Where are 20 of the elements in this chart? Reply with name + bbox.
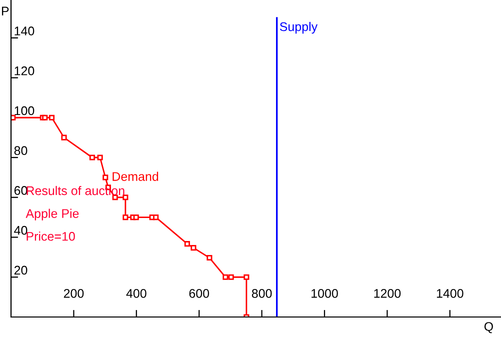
annotation: Price=10 <box>26 232 75 241</box>
x-axis-title: Q <box>484 322 493 334</box>
x-tick-label: 600 <box>189 289 210 298</box>
annotation: Apple Pie <box>26 208 79 220</box>
y-tick-label: 80 <box>14 146 28 156</box>
series-label: Supply <box>280 22 318 34</box>
y-tick-label: 100 <box>14 106 34 116</box>
y-tick-label: 120 <box>14 66 34 76</box>
y-tick-label: 60 <box>14 186 28 195</box>
y-axis-title: P <box>2 6 9 16</box>
x-tick-label: 200 <box>64 289 84 298</box>
y-tick-label: 140 <box>14 26 34 36</box>
y-tick-label: 40 <box>14 226 28 235</box>
x-tick-label: 1000 <box>312 289 338 298</box>
x-tick-label: 800 <box>252 289 272 298</box>
x-tick-label: 1200 <box>374 289 401 298</box>
series-label: Demand <box>112 172 158 181</box>
x-tick-label: 1400 <box>436 289 464 298</box>
x-tick-label: 400 <box>126 289 146 298</box>
y-tick-label: 20 <box>14 266 28 275</box>
